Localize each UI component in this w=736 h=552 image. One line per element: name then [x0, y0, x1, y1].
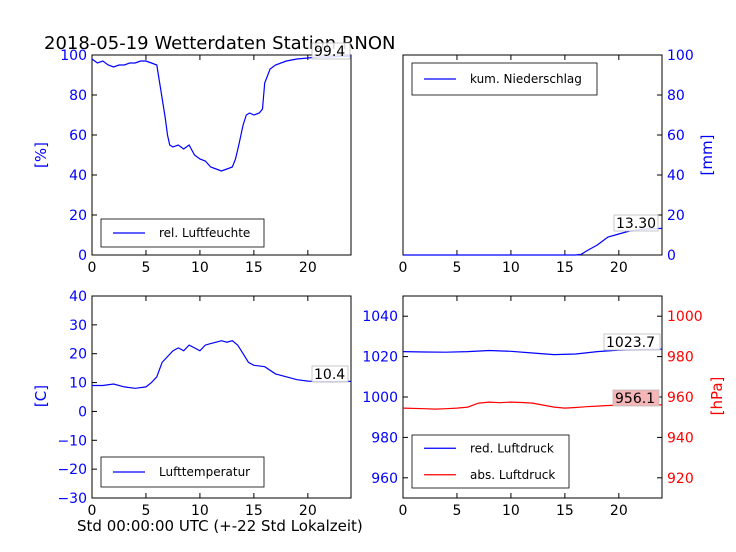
precipitation-y-tick-label: 100: [667, 48, 694, 64]
temperature-y-tick-label: 0: [78, 404, 87, 420]
humidity-y-tick-label: 40: [69, 168, 87, 184]
x-axis-label: Std 00:00:00 UTC (+-22 Std Lokalzeit): [77, 517, 363, 535]
pressure-left-y-tick-label: 980: [371, 430, 398, 446]
humidity-y-axis-label: [%]: [32, 142, 50, 168]
precipitation-y-tick-label: 40: [667, 168, 685, 184]
humidity-x-tick-label: 5: [141, 260, 150, 276]
humidity-y-tick-label: 60: [69, 128, 87, 144]
temperature-y-tick-label: 20: [69, 347, 87, 363]
humidity-x-tick-label: 0: [88, 260, 97, 276]
pressure-left-y-tick-label: 1020: [362, 350, 398, 366]
precipitation-y-tick-label: 0: [667, 248, 676, 264]
humidity-legend-label: rel. Luftfeuchte: [159, 226, 250, 240]
temperature-legend-label: Lufttemperatur: [159, 465, 250, 479]
temperature-y-tick-label: −30: [57, 491, 87, 507]
precipitation-x-tick-label: 15: [556, 260, 574, 276]
precipitation-y-tick-label: 60: [667, 128, 685, 144]
pressure-right-y-tick-label: 980: [667, 350, 694, 366]
precipitation-last-value: 13.30: [616, 216, 656, 232]
pressure-x-tick-label: 20: [610, 503, 628, 519]
temperature-y-tick-label: −20: [57, 462, 87, 478]
pressure-left-y-tick-label: 1040: [362, 309, 398, 325]
pressure-last-value-abs-box: [612, 389, 660, 407]
pressure-last-value-abs: 956.1: [615, 391, 655, 407]
temperature-y-axis-label: [C]: [32, 385, 50, 407]
humidity-y-tick-label: 20: [69, 208, 87, 224]
humidity-y-tick-label: 100: [60, 48, 87, 64]
humidity-series-line: [91, 55, 352, 172]
temperature-x-tick-label: 20: [299, 503, 317, 519]
humidity-last-value: 99.4: [314, 44, 345, 60]
precipitation-x-tick-label: 20: [610, 260, 628, 276]
pressure-last-value-red: 1023.7: [606, 335, 655, 351]
pressure-legend-label: abs. Luftdruck: [470, 468, 555, 482]
precipitation-series-line: [403, 227, 663, 256]
pressure-x-tick-label: 10: [502, 503, 520, 519]
humidity-x-tick-label: 20: [299, 260, 317, 276]
precipitation-x-tick-label: 5: [452, 260, 461, 276]
temperature-x-tick-label: 5: [141, 503, 150, 519]
temperature-last-value-box: [311, 365, 349, 383]
humidity-y-tick-label: 0: [78, 248, 87, 264]
humidity-plot-frame: [91, 54, 352, 256]
precipitation-y-tick-label: 80: [667, 88, 685, 104]
pressure-last-value-red-box: [603, 333, 661, 351]
figure-title: 2018-05-19 Wetterdaten Station RNON: [44, 33, 395, 54]
temperature-last-value: 10.4: [314, 367, 345, 383]
pressure-x-tick-label: 5: [452, 503, 461, 519]
precipitation-legend-label: kum. Niederschlag: [470, 72, 582, 86]
pressure-x-tick-label: 0: [399, 503, 408, 519]
temperature-y-tick-label: 40: [69, 289, 87, 305]
temperature-x-tick-label: 10: [191, 503, 209, 519]
pressure-right-y-tick-label: 920: [667, 471, 694, 487]
temperature-plot-frame: [91, 295, 352, 499]
precipitation-last-value-box: [613, 214, 659, 232]
precipitation-y-tick-label: 20: [667, 208, 685, 224]
temperature-x-tick-label: 0: [88, 503, 97, 519]
pressure-right-y-tick-label: 960: [667, 390, 694, 406]
precipitation-y-axis-label: [mm]: [698, 135, 716, 176]
pressure-right-y-tick-label: 940: [667, 430, 694, 446]
pressure-right-y-tick-label: 1000: [667, 309, 703, 325]
pressure-x-tick-label: 15: [556, 503, 574, 519]
temperature-x-tick-label: 15: [245, 503, 263, 519]
temperature-y-tick-label: 30: [69, 318, 87, 334]
pressure-left-y-tick-label: 960: [371, 471, 398, 487]
precipitation-x-tick-label: 0: [399, 260, 408, 276]
pressure-legend-box: [411, 434, 570, 489]
pressure-legend-label: red. Luftdruck: [470, 441, 554, 455]
humidity-last-value-box: [311, 42, 351, 60]
precipitation-x-tick-label: 10: [502, 260, 520, 276]
humidity-x-tick-label: 15: [245, 260, 263, 276]
temperature-series-line: [92, 340, 351, 389]
humidity-y-tick-label: 80: [69, 88, 87, 104]
temperature-y-tick-label: 10: [69, 376, 87, 392]
pressure-y-axis-label-right: [hPa]: [708, 377, 726, 416]
temperature-y-tick-label: −10: [57, 433, 87, 449]
pressure-left-y-tick-label: 1000: [362, 390, 398, 406]
humidity-x-tick-label: 10: [191, 260, 209, 276]
